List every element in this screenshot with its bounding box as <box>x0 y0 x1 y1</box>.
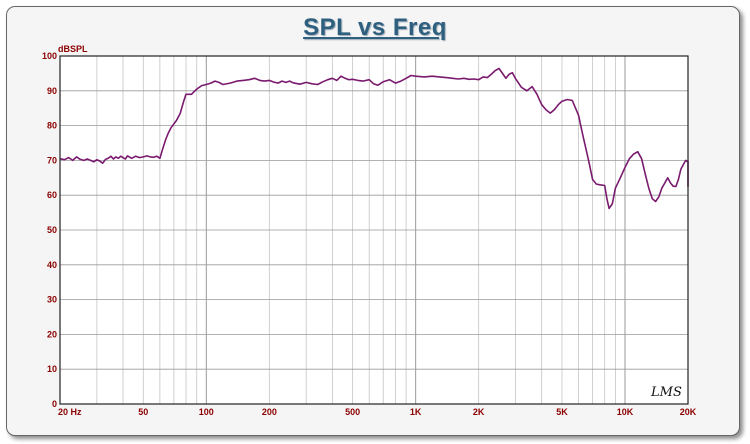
spl-curve <box>59 67 689 210</box>
y-tick-label: 100 <box>42 51 57 61</box>
y-tick-label: 50 <box>47 225 57 235</box>
y-tick-labels: 0 10 20 30 40 50 60 70 80 90 100 <box>42 51 57 409</box>
x-tick-label: 2K <box>473 407 485 417</box>
x-tick-label: 100 <box>199 407 214 417</box>
x-tick-label: 1K <box>410 407 422 417</box>
x-tick-label: 5K <box>556 407 568 417</box>
x-tick-label: 50 <box>138 407 148 417</box>
y-tick-label: 20 <box>47 329 57 339</box>
x-tick-label: 20K <box>680 407 697 417</box>
x-tick-label: 500 <box>345 407 360 417</box>
x-tick-labels: 20 Hz 50 100 200 500 1K 2K 5K 10K 20K <box>58 407 697 417</box>
y-tick-label: 0 <box>52 399 57 409</box>
x-tick-label: 200 <box>262 407 277 417</box>
x-tick-label: 20 Hz <box>58 407 82 417</box>
lms-watermark: LMS <box>650 385 682 400</box>
y-axis-label: dBSPL <box>58 44 88 54</box>
plot-border <box>59 55 689 405</box>
y-tick-label: 60 <box>47 190 57 200</box>
series-layer <box>59 67 689 210</box>
y-tick-label: 30 <box>47 295 57 305</box>
x-tick-label: 10K <box>617 407 634 417</box>
chart-title: SPL vs Freq <box>303 14 447 41</box>
y-tick-label: 90 <box>47 86 57 96</box>
y-tick-label: 40 <box>47 260 57 270</box>
y-tick-label: 80 <box>47 121 57 131</box>
y-tick-label: 10 <box>47 364 57 374</box>
y-tick-label: 70 <box>47 155 57 165</box>
